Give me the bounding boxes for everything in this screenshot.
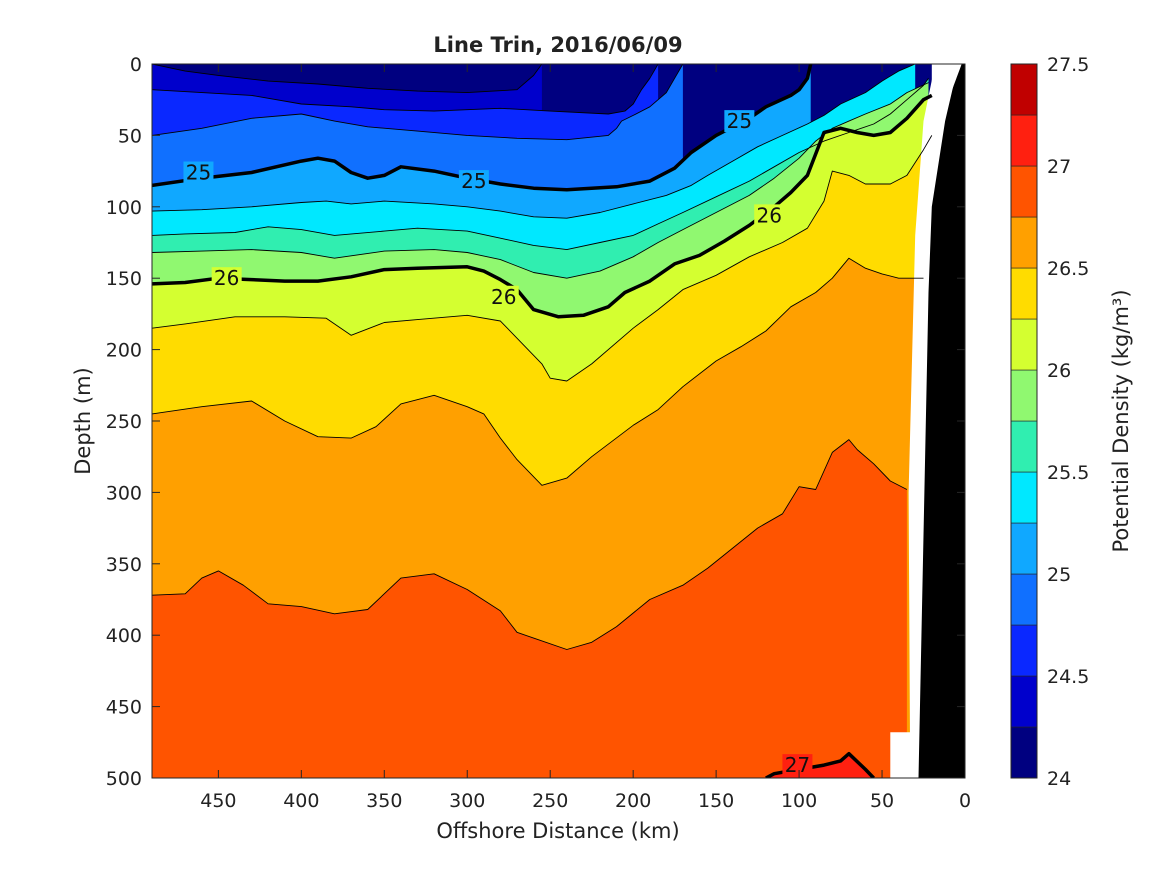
x-axis: 450 400 350 300 250 200 150 100 50 0 [200,64,971,812]
isopycnal-25.5 [152,78,929,251]
x-tick-label: 100 [781,790,817,812]
contour-label-0: 25 [183,161,214,185]
colorbar-segment [1010,726,1038,779]
y-tick-label: 450 [106,697,142,719]
colorbar-tick-label: 25.5 [1047,462,1089,484]
isopycnal-27 [765,751,875,778]
isopycnal-25 [152,64,813,192]
colorbar-segment [1010,573,1038,626]
density-band-26.75 [152,439,907,778]
y-tick-label: 150 [106,268,142,290]
colorbar-segment [1010,114,1038,167]
isopycnal-26 [152,93,933,319]
contour-label-4: 26 [488,285,519,309]
colorbar-segment [1010,216,1038,269]
chart-title: Line Trin, 2016/06/09 [433,33,682,57]
y-tick-label: 350 [106,554,142,576]
y-tick-label: 400 [106,625,142,647]
colorbar-tick-label: 26.5 [1047,258,1089,280]
colorbar-segment [1010,267,1038,320]
contour-label-text: 26 [756,203,781,227]
colorbar: 24 24.5 25 25.5 26 26.5 27 27.5 [1010,54,1089,790]
isopycnal-26.75 [152,439,908,650]
colorbar-segment [1010,369,1038,422]
isopycnal-25.75 [152,82,929,279]
colorbar-tick-label: 24 [1047,768,1071,790]
x-tick-label: 450 [200,790,236,812]
colorbar-tick-label: 27.5 [1047,54,1089,76]
contour-label-text: 25 [727,109,752,133]
coast-gap [908,64,959,778]
isopycnal-26.5 [152,257,924,486]
x-tick-label: 400 [283,790,319,812]
x-tick-label: 200 [615,790,651,812]
colorbar-tick-label: 27 [1047,156,1071,178]
contour-label-text: 26 [491,285,516,309]
y-axis-label: Depth (m) [71,367,95,474]
x-axis-label: Offshore Distance (km) [436,819,679,843]
isopycnal-26.25 [152,135,933,382]
isopycnal-25.25 [152,64,916,219]
contour-label-2: 25 [724,109,755,133]
colorbar-segment [1010,420,1038,473]
isopycnal-24.75 [152,64,684,141]
y-axis: 0 50 100 150 200 250 300 350 400 450 500 [106,54,965,790]
isopycnal-24.25 [152,64,543,94]
x-tick-label: 350 [366,790,402,812]
x-tick-label: 150 [698,790,734,812]
y-tick-label: 0 [130,54,142,76]
colorbar-label: Potential Density (kg/m³) [1109,289,1133,552]
colorbar-tick-label: 26 [1047,360,1071,382]
colorbar-segment [1010,522,1038,575]
colorbar-segment [1010,165,1038,218]
x-tick-label: 300 [449,790,485,812]
x-tick-label: 250 [532,790,568,812]
x-tick-label: 50 [870,790,894,812]
y-tick-label: 500 [106,768,142,790]
colorbar-segment [1010,318,1038,371]
contour-label-text: 25 [461,169,486,193]
colorbar-segment [1010,63,1038,116]
colorbar-segment [1010,624,1038,677]
colorbar-tick-label: 24.5 [1047,666,1089,688]
contour-label-text: 26 [214,266,239,290]
contour-label-3: 26 [211,266,242,290]
colorbar-frame [1010,63,1038,779]
x-tick-label: 0 [959,790,971,812]
contour-label-6: 27 [782,753,813,777]
colorbar-segment [1010,471,1038,524]
colorbar-segment [1010,675,1038,728]
contour-label-1: 25 [458,169,489,193]
contour-label-5: 26 [754,203,785,227]
plot-frame [151,63,966,779]
colorbar-tick-label: 25 [1047,564,1071,586]
y-tick-label: 200 [106,340,142,362]
y-tick-label: 50 [118,125,142,147]
contour-label-text: 25 [186,161,211,185]
y-tick-label: 300 [106,482,142,504]
contour-label-text: 27 [785,753,810,777]
y-tick-label: 100 [106,197,142,219]
y-tick-label: 250 [106,411,142,433]
isopycnal-24.5 [152,64,659,115]
